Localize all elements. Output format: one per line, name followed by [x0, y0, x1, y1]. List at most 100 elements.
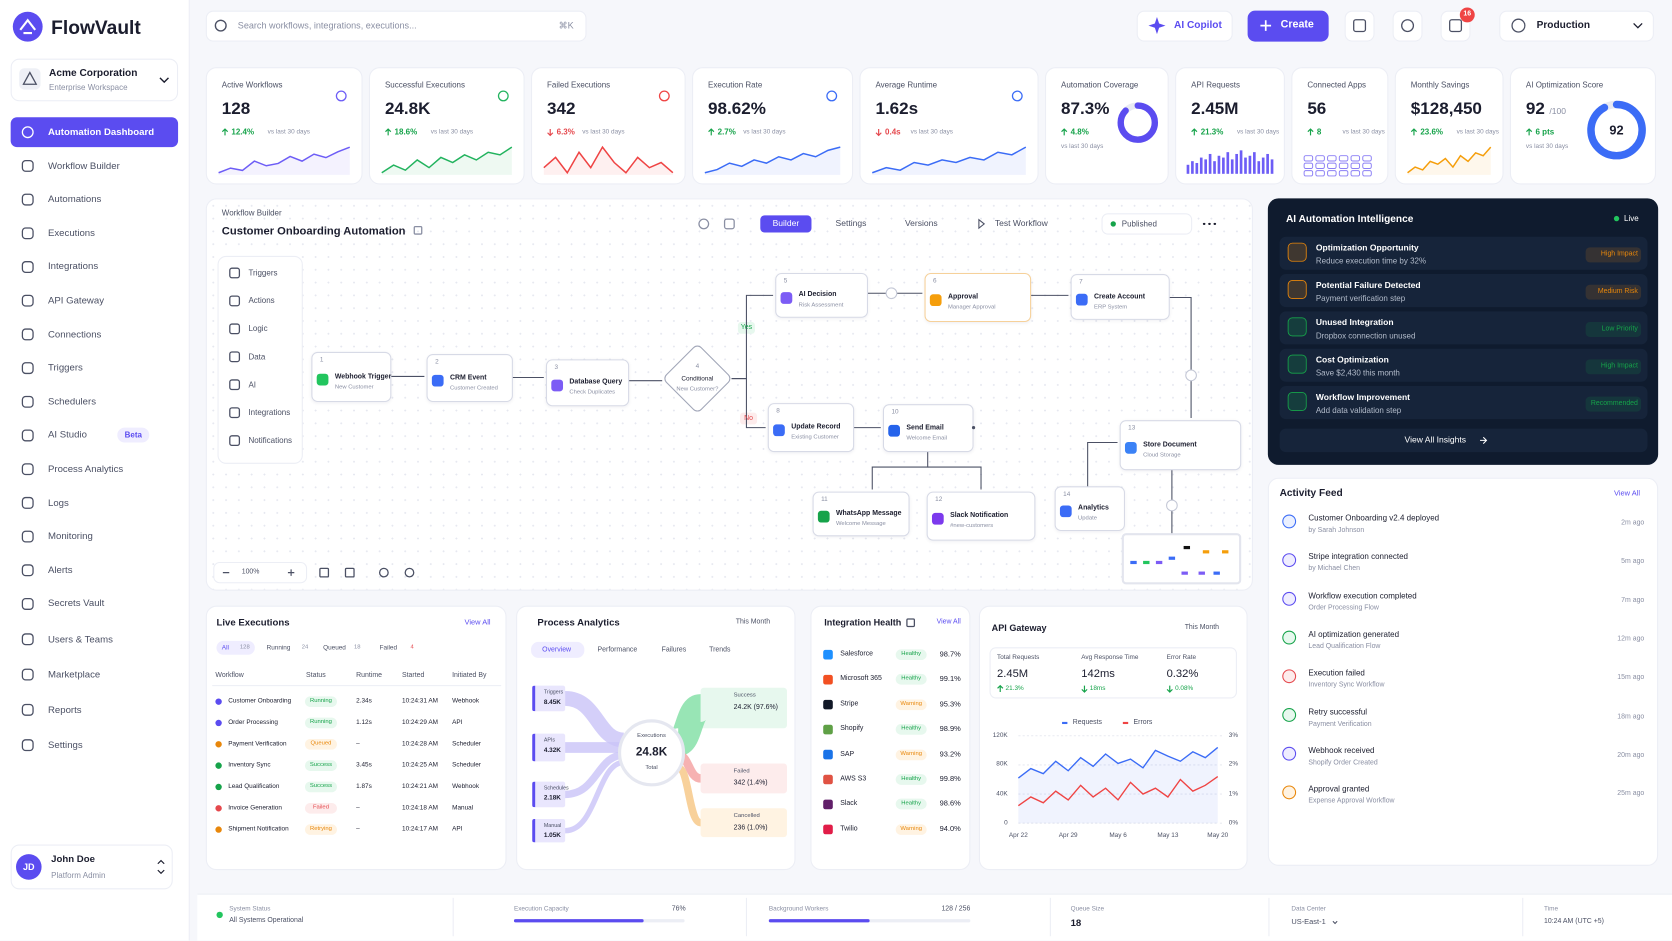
- zoom-controls[interactable]: [213, 561, 308, 584]
- nav-item[interactable]: Executions: [47, 227, 95, 239]
- activity-title: Retry successful: [1308, 706, 1368, 717]
- tab-active[interactable]: [760, 215, 812, 233]
- view-all[interactable]: View All: [464, 619, 491, 627]
- palette-item[interactable]: AI: [248, 379, 257, 390]
- insight-row[interactable]: [1279, 348, 1648, 382]
- node-title: Approval: [947, 292, 979, 301]
- insights-action[interactable]: View All Insights: [1404, 435, 1467, 445]
- search-placeholder[interactable]: Search workflows, integrations, executio…: [237, 19, 417, 31]
- status-pill: [304, 717, 337, 729]
- footer-value[interactable]: US-East-1: [1291, 918, 1326, 927]
- footer-value: 10:24 AM (UTC +5): [1544, 917, 1604, 926]
- insight-row[interactable]: [1279, 236, 1648, 270]
- palette-item[interactable]: Integrations: [248, 407, 291, 418]
- nav-active[interactable]: [10, 117, 179, 148]
- cell: 10:24:17 AM: [402, 826, 438, 833]
- filter-label[interactable]: Queued: [323, 644, 346, 651]
- insight-row[interactable]: [1279, 311, 1648, 345]
- nav-item[interactable]: Automation Dashboard: [47, 126, 155, 138]
- nav-item[interactable]: Alerts: [47, 564, 73, 576]
- insights-action[interactable]: [1279, 428, 1648, 453]
- column-header: Status: [306, 671, 326, 679]
- tab[interactable]: Failures: [661, 645, 687, 654]
- activity-detail: Shopify Order Created: [1308, 758, 1378, 767]
- nav-item[interactable]: Monitoring: [47, 530, 93, 542]
- nav-item[interactable]: AI Studio: [47, 429, 87, 441]
- tab[interactable]: Performance: [597, 645, 638, 654]
- copilot-button[interactable]: [1136, 10, 1233, 42]
- view-all[interactable]: View All: [936, 618, 961, 626]
- nav-item[interactable]: Users & Teams: [47, 633, 113, 645]
- nav-item[interactable]: Secrets Vault: [47, 598, 105, 609]
- footer-label: Background Workers: [768, 906, 829, 913]
- insight-row[interactable]: [1279, 386, 1648, 420]
- cell: Scheduler: [452, 741, 481, 748]
- nav-item[interactable]: Automations: [47, 193, 102, 205]
- node-step: 12: [935, 496, 943, 504]
- nav-item[interactable]: Connections: [47, 328, 102, 340]
- view-all[interactable]: View All: [1614, 489, 1641, 498]
- nav-item[interactable]: Marketplace: [47, 668, 101, 680]
- source-label: Manual: [543, 822, 562, 830]
- tab[interactable]: Settings: [835, 218, 867, 229]
- node-title: Conditional: [681, 376, 714, 383]
- environment-select[interactable]: [1499, 10, 1654, 42]
- tab[interactable]: Builder: [772, 218, 800, 229]
- search-box[interactable]: [205, 10, 587, 42]
- filter-label[interactable]: Running: [266, 644, 291, 651]
- nav-item[interactable]: Triggers: [47, 362, 83, 373]
- nav-item[interactable]: Process Analytics: [47, 463, 124, 474]
- nav-item[interactable]: API Gateway: [47, 294, 105, 306]
- test-button[interactable]: Test Workflow: [994, 218, 1048, 229]
- workflow-node[interactable]: [1119, 420, 1242, 471]
- center-sub: Total: [645, 764, 658, 772]
- create-label[interactable]: Create: [1280, 19, 1314, 31]
- filter-label[interactable]: Failed: [379, 644, 398, 651]
- activity-time: 12m ago: [1617, 635, 1645, 643]
- environment[interactable]: Production: [1536, 19, 1591, 32]
- insight-row[interactable]: [1279, 274, 1648, 308]
- status-pill: [895, 799, 927, 810]
- filter-label[interactable]: All: [221, 644, 229, 651]
- tab[interactable]: Overview: [542, 645, 572, 654]
- nav-item[interactable]: Schedulers: [47, 395, 97, 407]
- palette-item[interactable]: Triggers: [248, 267, 278, 278]
- icon-button[interactable]: [1392, 10, 1423, 42]
- palette-item[interactable]: Notifications: [248, 435, 293, 446]
- workflow-node[interactable]: [926, 491, 1036, 541]
- tab-active[interactable]: [531, 641, 585, 658]
- zoom-level[interactable]: 100%: [241, 568, 260, 576]
- nav-item[interactable]: Settings: [47, 739, 83, 750]
- footer-value: 18: [1070, 917, 1082, 929]
- status-select[interactable]: [1101, 213, 1193, 235]
- nav-item[interactable]: Workflow Builder: [47, 160, 120, 171]
- cell: Inventory Sync: [228, 762, 271, 769]
- stat-value: 2.45M: [997, 667, 1029, 681]
- workflow-node[interactable]: [924, 272, 1032, 323]
- user-card[interactable]: [10, 844, 173, 890]
- copilot-label[interactable]: AI Copilot: [1174, 19, 1222, 32]
- workspace-switcher[interactable]: [10, 58, 179, 102]
- palette-item[interactable]: Logic: [248, 323, 268, 334]
- kpi-value: $128,450: [1410, 100, 1482, 119]
- palette-item[interactable]: Actions: [248, 295, 275, 306]
- nav-item[interactable]: Integrations: [47, 261, 99, 272]
- cell: 10:24:31 AM: [402, 698, 438, 705]
- nav-item[interactable]: Logs: [47, 497, 69, 508]
- source-value: 1.05K: [543, 832, 561, 840]
- period-select[interactable]: This Month: [1184, 623, 1219, 632]
- filter-chip[interactable]: [216, 640, 255, 655]
- uptime: 95.3%: [939, 700, 961, 709]
- tab[interactable]: Trends: [709, 645, 731, 654]
- kpi-period: vs last 30 days: [582, 129, 625, 136]
- nav-item[interactable]: Reports: [47, 703, 82, 715]
- cell: Order Processing: [228, 719, 278, 727]
- kpi-period: vs last 30 days: [430, 129, 474, 136]
- icon-button[interactable]: [1344, 10, 1375, 42]
- cell: API: [452, 826, 463, 833]
- status[interactable]: Published: [1121, 218, 1157, 229]
- palette-item[interactable]: Data: [248, 351, 266, 362]
- period-select[interactable]: This Month: [735, 618, 771, 626]
- tab[interactable]: Versions: [904, 218, 938, 229]
